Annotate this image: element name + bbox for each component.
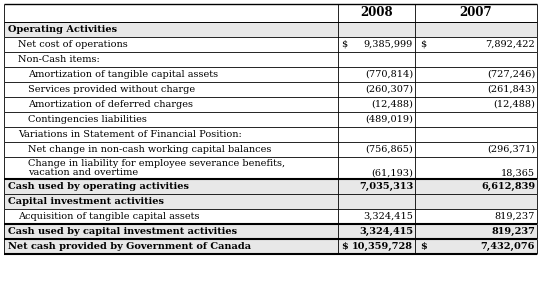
Text: Contingencies liabilities: Contingencies liabilities <box>28 115 147 124</box>
Text: Capital investment activities: Capital investment activities <box>8 197 164 206</box>
Text: Amortization of deferred charges: Amortization of deferred charges <box>28 100 193 109</box>
Bar <box>4 224 537 239</box>
Text: 3,324,415: 3,324,415 <box>359 227 413 236</box>
Bar <box>4 82 537 97</box>
Text: Services provided without charge: Services provided without charge <box>28 85 195 94</box>
Bar <box>4 127 537 142</box>
Text: Operating Activities: Operating Activities <box>8 25 117 34</box>
Text: Net change in non-cash working capital balances: Net change in non-cash working capital b… <box>28 145 272 154</box>
Bar <box>4 37 537 52</box>
Bar <box>4 67 537 82</box>
Text: (770,814): (770,814) <box>365 70 413 79</box>
Text: 7,432,076: 7,432,076 <box>480 242 535 251</box>
Text: 6,612,839: 6,612,839 <box>481 182 535 191</box>
Text: 9,385,999: 9,385,999 <box>364 40 413 49</box>
Bar <box>4 112 537 127</box>
Text: (489,019): (489,019) <box>365 115 413 124</box>
Bar <box>4 157 537 179</box>
Text: 2007: 2007 <box>460 6 492 20</box>
Text: (261,843): (261,843) <box>487 85 535 94</box>
Text: (756,865): (756,865) <box>365 145 413 154</box>
Text: 819,237: 819,237 <box>491 227 535 236</box>
Bar <box>4 239 537 254</box>
Text: (12,488): (12,488) <box>493 100 535 109</box>
Text: $: $ <box>420 242 427 251</box>
Text: Amortization of tangible capital assets: Amortization of tangible capital assets <box>28 70 218 79</box>
Text: Net cash provided by Government of Canada: Net cash provided by Government of Canad… <box>8 242 251 251</box>
Text: (260,307): (260,307) <box>365 85 413 94</box>
Text: 18,365: 18,365 <box>501 168 535 177</box>
Text: Variations in Statement of Financial Position:: Variations in Statement of Financial Pos… <box>18 130 242 139</box>
Bar <box>4 194 537 209</box>
Text: $: $ <box>341 40 347 49</box>
Text: 3,324,415: 3,324,415 <box>363 212 413 221</box>
Text: 7,892,422: 7,892,422 <box>485 40 535 49</box>
Text: 10,359,728: 10,359,728 <box>352 242 413 251</box>
Text: (12,488): (12,488) <box>371 100 413 109</box>
Text: 7,035,313: 7,035,313 <box>359 182 413 191</box>
Text: (727,246): (727,246) <box>487 70 535 79</box>
Text: (61,193): (61,193) <box>371 168 413 177</box>
Bar <box>4 142 537 157</box>
Bar <box>4 97 537 112</box>
Bar <box>4 52 537 67</box>
Text: Cash used by operating activities: Cash used by operating activities <box>8 182 189 191</box>
Bar <box>4 209 537 224</box>
Text: vacation and overtime: vacation and overtime <box>28 168 138 177</box>
Text: Non-Cash items:: Non-Cash items: <box>18 55 100 64</box>
Text: $: $ <box>341 242 348 251</box>
Text: Acquisition of tangible capital assets: Acquisition of tangible capital assets <box>18 212 200 221</box>
Text: 2008: 2008 <box>360 6 393 20</box>
Text: $: $ <box>420 40 426 49</box>
Text: Net cost of operations: Net cost of operations <box>18 40 128 49</box>
Bar <box>4 22 537 37</box>
Bar <box>4 4 537 22</box>
Bar <box>4 179 537 194</box>
Text: Change in liability for employee severance benefits,: Change in liability for employee severan… <box>28 159 285 168</box>
Text: Cash used by capital investment activities: Cash used by capital investment activiti… <box>8 227 237 236</box>
Text: (296,371): (296,371) <box>487 145 535 154</box>
Text: 819,237: 819,237 <box>494 212 535 221</box>
